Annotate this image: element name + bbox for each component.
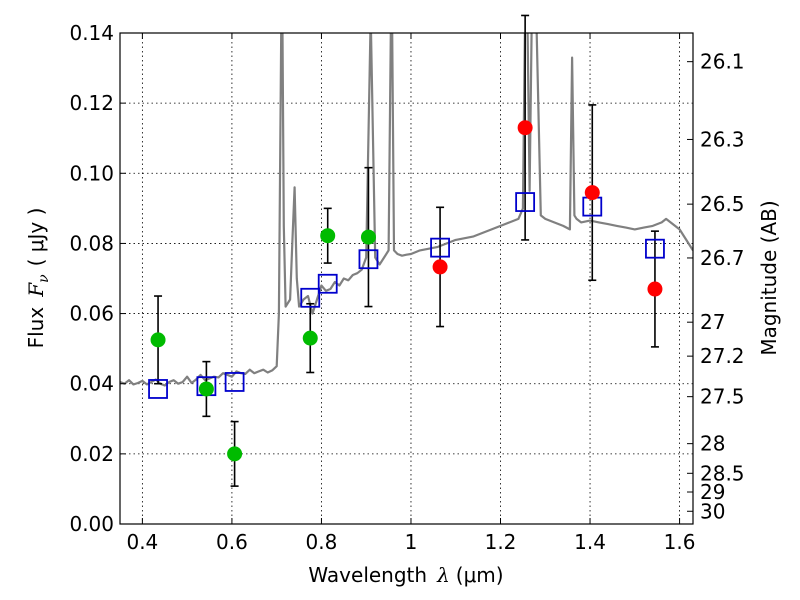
model-box-0 [148,379,168,399]
y-tick-label: 0.12 [69,91,114,115]
y-axis-title-symbol: F [24,282,48,298]
red-photometry-point-2 [584,185,600,201]
model-box-9 [645,238,665,259]
model-boxes-layer [148,192,665,399]
y2-tick-label: 27.5 [700,385,745,409]
y2-tick-label: 30 [700,499,725,523]
x-tick-label: 0.6 [216,530,248,554]
y2-tick-label: 26.3 [700,127,745,151]
green-photometry-point-5 [360,229,376,245]
y2-tick-label: 27.2 [700,344,745,368]
x-tick-label: 1.4 [574,530,606,554]
y-axis-title-subscript: ν [36,274,52,283]
x-tick-label: 0.8 [306,530,338,554]
y-axis-title-unit: ( μJy ) [24,208,48,267]
green-photometry-point-0 [150,332,166,348]
green-photometry-point-4 [320,228,336,244]
x-axis-title-symbol: λ [436,563,450,587]
green-photometry-point-2 [227,446,243,462]
y2-tick-label: 29 [700,480,725,504]
model-box-7 [515,192,536,212]
x-axis-title: Wavelength λ (μm) [308,563,503,587]
model-box-5 [358,249,379,270]
plot-area [120,33,693,524]
green-photometry-point-1 [198,381,214,397]
model-box-4 [317,273,338,294]
y-axis-ticks: 0.00 0.02 0.04 0.06 0.08 0.10 0.12 0.14 [69,21,126,536]
x-tick-label: 0.4 [126,530,158,554]
red-photometry-point-3 [647,281,663,297]
x-tick-label: 1.6 [664,530,696,554]
y-tick-label: 0.04 [69,372,114,396]
red-photometry-point-0 [432,259,448,275]
data-points-layer [150,120,663,462]
y-tick-label: 0.14 [69,21,114,45]
y2-tick-label: 28.5 [700,461,745,485]
plot-frame [119,32,694,525]
y2-axis-title: Magnitude (AB) [757,200,781,355]
y-tick-label: 0.02 [69,442,114,466]
green-photometry-point-3 [302,330,318,346]
y2-tick-label: 26.5 [700,192,745,216]
y-axis-title: Flux Fν ( μJy ) [24,208,52,349]
y-tick-label: 0.08 [69,231,114,255]
x-tick-label: 1 [405,530,418,554]
model-sed-line [120,33,693,387]
red-photometry-point-1 [517,120,533,136]
y-tick-label: 0.10 [69,161,114,185]
model-box-3 [300,287,321,308]
model-box-6 [430,237,450,258]
x-axis-ticks: 0.4 0.6 0.8 1 1.2 1.4 1.6 [126,33,695,554]
y2-tick-label: 26.7 [700,246,745,270]
y2-tick-label: 27 [700,310,725,334]
model-sed-layer [120,33,693,387]
y2-tick-label: 28 [700,432,725,456]
x-axis-title-prefix: Wavelength [308,563,427,587]
x-tick-label: 1.2 [485,530,517,554]
x-axis-title-unit: (μm) [456,563,504,587]
model-box-2 [224,372,245,392]
y-axis-title-prefix: Flux [24,307,48,349]
y-tick-label: 0.06 [69,302,114,326]
y2-tick-label: 26.1 [700,50,745,74]
y-tick-label: 0.00 [69,512,114,536]
